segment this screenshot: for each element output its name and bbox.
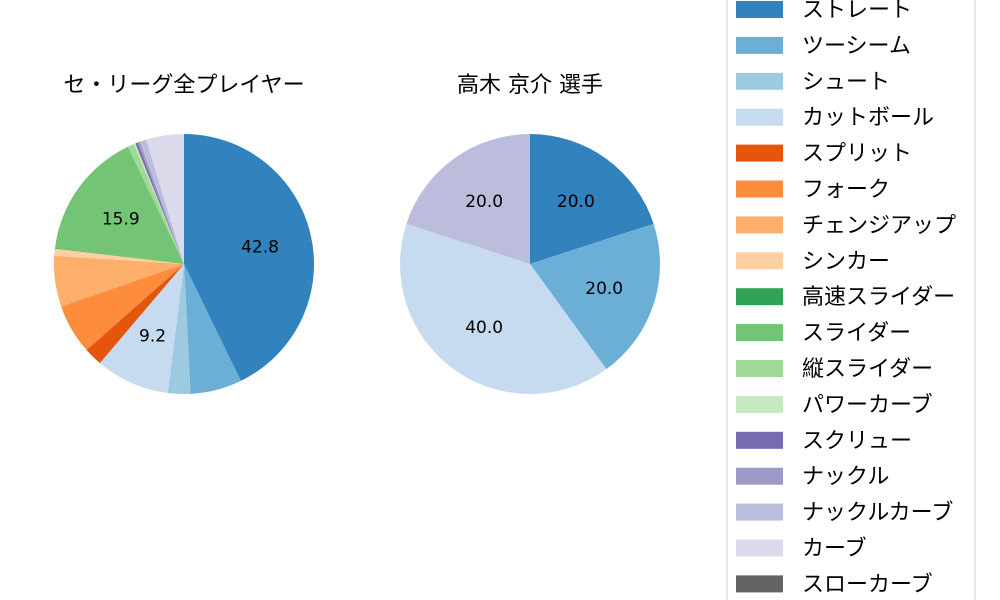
legend-swatch-7 [736, 252, 783, 270]
legend-label-3: カットボール [802, 106, 934, 131]
legend-label-1: ツーシーム [802, 34, 911, 59]
legend-label-10: 縦スライダー [802, 357, 933, 382]
left-pie-slice-9 [55, 146, 185, 264]
legend-label-4: スプリット [802, 142, 912, 167]
right-pie-slice-label-1: 20.0 [585, 279, 623, 299]
legend-label-15: カーブ [802, 537, 867, 562]
left-pie-slice-0 [184, 134, 314, 381]
legend-swatch-10 [736, 360, 783, 377]
left-pie-slice-4 [86, 264, 184, 364]
left-pie-slice-15 [146, 134, 184, 264]
right-pie: 20.0 20.0 40.0 20.0 [399, 134, 660, 395]
legend-swatch-3 [736, 108, 783, 126]
left-pie-slice-label-0: 42.8 [241, 238, 279, 258]
legend-label-2: シュート [802, 70, 890, 95]
right-pie-slice-3 [406, 134, 530, 264]
legend-label-8: 高速スライダー [802, 285, 955, 310]
legend-label-7: シンカー [802, 249, 890, 274]
right-pie-slice-label-0: 20.0 [557, 192, 595, 212]
left-pie-slice-5 [61, 264, 184, 350]
left-chart-title: セ・リーグ全プレイヤー [63, 73, 304, 98]
right-pie-slice-label-3: 20.0 [465, 192, 503, 212]
legend-label-5: フォーク [802, 178, 890, 203]
legend-swatch-2 [736, 72, 783, 90]
legend-label-16: スローカーブ [802, 572, 933, 597]
legend-swatch-6 [736, 216, 783, 234]
left-pie-slice-7 [54, 248, 184, 264]
left-pie-slice-12 [135, 142, 184, 264]
legend-label-11: パワーカーブ [802, 393, 933, 418]
left-pie: 42.8 9.2 15.9 [53, 134, 314, 394]
legend-swatch-15 [736, 539, 783, 557]
left-pie-slice-label-9: 15.9 [102, 209, 140, 229]
legend-label-12: スクリュー [802, 429, 912, 454]
legend-swatch-4 [736, 144, 783, 162]
legend-swatch-0 [736, 1, 783, 18]
legend-swatch-11 [736, 395, 783, 413]
legend-swatch-14 [736, 503, 783, 521]
legend-label-9: スライダー [802, 321, 911, 346]
right-chart-title: 高木 京介 選手 [457, 73, 603, 98]
legend-swatch-1 [736, 36, 783, 54]
left-pie-slice-1 [184, 264, 241, 394]
legend-swatch-13 [736, 467, 783, 485]
legend-swatch-16 [736, 575, 783, 593]
left-pie-slice-13 [137, 141, 184, 264]
legend: ストレートツーシームシュートカットボールスプリットフォークチェンジアップシンカー… [726, 0, 976, 600]
left-pie-slice-10 [127, 144, 184, 264]
legend-swatch-5 [736, 180, 783, 198]
left-pie-slice-14 [139, 139, 184, 264]
legend-swatch-12 [736, 431, 783, 449]
legend-swatch-8 [736, 288, 783, 306]
left-pie-slice-11 [133, 143, 184, 264]
right-pie-slice-0 [530, 134, 654, 264]
legend-label-13: ナックル [802, 465, 889, 490]
legend-label-6: チェンジアップ [802, 213, 956, 238]
left-pie-slice-6 [53, 255, 184, 307]
legend-swatch-9 [736, 324, 783, 342]
right-pie-slice-1 [530, 223, 660, 370]
left-pie-slice-8 [54, 247, 184, 264]
legend-frame [726, 0, 976, 600]
legend-label-0: ストレート [802, 0, 912, 23]
left-pie-slice-2 [167, 264, 191, 394]
left-pie-slice-3 [99, 264, 184, 393]
legend-label-14: ナックルカーブ [802, 501, 953, 526]
right-pie-slice-2 [399, 223, 607, 395]
right-pie-slice-label-2: 40.0 [465, 318, 503, 338]
left-pie-slice-label-3: 9.2 [139, 326, 166, 346]
